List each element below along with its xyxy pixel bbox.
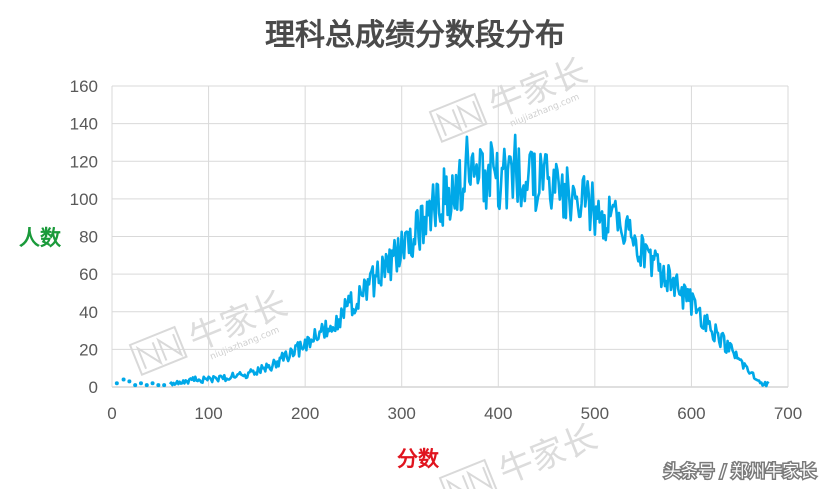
series-group	[114, 133, 770, 388]
y-tick-label: 100	[70, 190, 98, 209]
series-point	[121, 377, 126, 382]
y-tick-label: 80	[79, 228, 98, 247]
y-tick-label: 20	[79, 340, 98, 359]
x-tick-label: 700	[774, 404, 802, 423]
watermark-logo: 牛家长	[438, 417, 603, 494]
x-tick-label: 400	[484, 404, 512, 423]
watermark-brand: 牛家长	[493, 417, 603, 489]
x-tick-label: 300	[388, 404, 416, 423]
y-tick-label: 40	[79, 303, 98, 322]
x-axis-label: 分数	[397, 447, 440, 471]
x-tick-label: 100	[194, 404, 222, 423]
x-tick-label: 200	[291, 404, 319, 423]
series-point	[156, 383, 161, 388]
watermark-logo: 牛家长 niujiazhang.com	[428, 51, 593, 143]
x-tick-label: 0	[107, 404, 116, 423]
y-tick-label: 160	[70, 77, 98, 96]
y-tick-label: 120	[70, 152, 98, 171]
x-tick-label: 500	[581, 404, 609, 423]
series-point	[127, 379, 132, 384]
y-tick-labels: 0 20 40 60 80 100 120 140 160	[70, 77, 98, 397]
grid	[111, 85, 789, 388]
chart-title: 理科总成绩分数段分布	[265, 18, 565, 53]
y-tick-label: 0	[89, 378, 98, 397]
source-credit: 头条号 / 郑州牛家长	[664, 462, 817, 482]
series-line	[168, 133, 770, 388]
y-axis-label: 人数	[19, 226, 62, 250]
series-point	[138, 381, 143, 386]
x-tick-label: 600	[677, 404, 705, 423]
series-point	[162, 383, 167, 388]
y-tick-label: 60	[79, 265, 98, 284]
y-tick-label: 140	[70, 115, 98, 134]
series-point	[114, 381, 119, 386]
series-point	[133, 383, 138, 388]
x-tick-labels: 0 100 200 300 400 500 600 700	[107, 404, 802, 423]
series-point	[150, 381, 155, 386]
watermark-logo: 牛家长 niujiazhang.com	[128, 284, 293, 376]
series-point	[144, 383, 149, 388]
